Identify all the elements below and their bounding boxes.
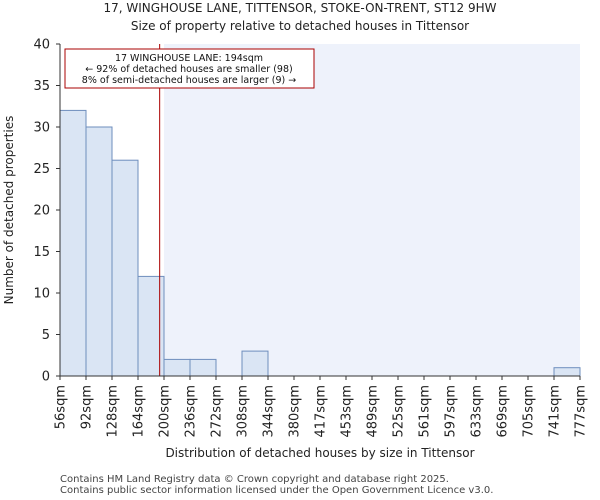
x-tick-label: 417sqm xyxy=(314,385,329,438)
x-tick-label: 164sqm xyxy=(132,385,147,438)
x-tick-label: 272sqm xyxy=(210,385,225,438)
bar-200sqm xyxy=(163,358,191,377)
x-tick-label: 200sqm xyxy=(158,385,173,438)
x-tick-label: 777sqm xyxy=(574,385,589,438)
x-tick-label: 128sqm xyxy=(106,385,121,438)
y-tick-label: 20 xyxy=(33,204,50,219)
y-tick-label: 40 xyxy=(33,38,50,53)
bar-chart: 0 5 10 15 20 25 30 35 40 56sqm 92sqm 128sqm 164sqm 2… xyxy=(2,38,589,461)
bar-236sqm xyxy=(189,358,217,377)
y-tick-label: 10 xyxy=(33,287,50,302)
y-axis-label: Number of detached properties xyxy=(2,116,16,305)
bar-92sqm xyxy=(85,126,113,377)
annotation-line-3: 8% of semi-detached houses are larger (9… xyxy=(82,75,296,86)
bar-308sqm xyxy=(241,350,269,377)
annotation-border xyxy=(64,48,315,89)
highlight-region xyxy=(164,44,580,376)
x-tick-label: 705sqm xyxy=(522,385,537,438)
x-tick-label: 597sqm xyxy=(444,385,459,438)
annotation-line-2: ← 92% of detached houses are smaller (98… xyxy=(85,64,292,75)
x-tick-label: 56sqm xyxy=(54,385,69,429)
bars-group xyxy=(59,109,581,377)
x-tick-label: 92sqm xyxy=(80,385,95,429)
footer-line-1: Contains HM Land Registry data © Crown c… xyxy=(60,474,449,485)
bar-56sqm xyxy=(59,109,87,377)
x-axis-label: Distribution of detached houses by size … xyxy=(165,446,474,460)
x-tick-label: 633sqm xyxy=(470,385,485,438)
chart-subtitle: Size of property relative to detached ho… xyxy=(130,19,470,33)
annotation-box: 17 WINGHOUSE LANE: 194sqm ← 92% of detac… xyxy=(64,48,315,89)
x-tick-label: 380sqm xyxy=(288,385,303,438)
footer-line-2: Contains public sector information licen… xyxy=(60,485,494,496)
x-tick-label: 308sqm xyxy=(236,385,251,438)
chart-title: 17, WINGHOUSE LANE, TITTENSOR, STOKE-ON-… xyxy=(103,1,497,15)
y-tick-label: 35 xyxy=(33,79,50,94)
y-tick-label: 30 xyxy=(33,121,50,136)
y-tick-label: 15 xyxy=(33,245,50,260)
x-tick-label: 741sqm xyxy=(548,385,563,438)
bar-741sqm xyxy=(553,367,581,377)
x-tick-label: 453sqm xyxy=(340,385,355,438)
y-tick-label: 0 xyxy=(42,370,50,385)
x-ticks-group: 56sqm 92sqm 128sqm 164sqm 200sqm 236sqm 272sqm… xyxy=(54,376,589,438)
y-tick-label: 5 xyxy=(42,328,50,343)
x-tick-label: 561sqm xyxy=(418,385,433,438)
x-tick-label: 489sqm xyxy=(366,385,381,438)
x-tick-label: 344sqm xyxy=(262,385,277,438)
x-tick-label: 236sqm xyxy=(184,385,199,438)
y-ticks-group: 0 5 10 15 20 25 30 35 40 xyxy=(33,38,60,385)
bar-128sqm xyxy=(111,159,139,377)
annotation-line-1: 17 WINGHOUSE LANE: 194sqm xyxy=(115,53,263,64)
x-tick-label: 669sqm xyxy=(496,385,511,438)
x-tick-label: 525sqm xyxy=(392,385,407,438)
y-tick-label: 25 xyxy=(33,162,50,177)
